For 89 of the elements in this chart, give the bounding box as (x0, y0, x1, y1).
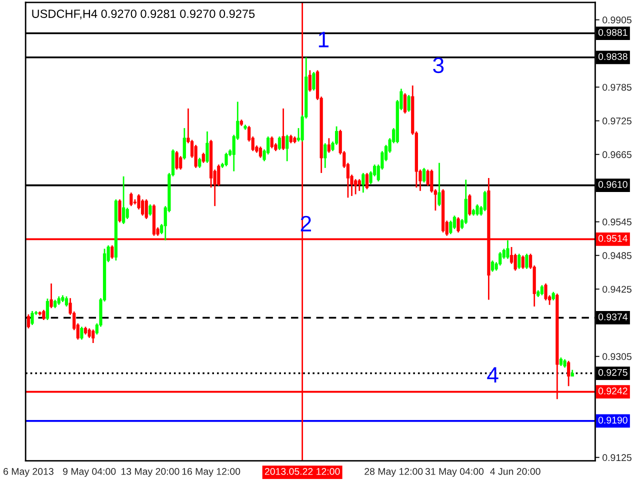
candlestick (179, 155, 182, 170)
candlestick (456, 216, 460, 234)
candlestick (476, 204, 479, 216)
candlestick (50, 282, 53, 309)
y-tick-label: 0.9545 (602, 218, 632, 226)
candlestick (194, 144, 198, 169)
candlestick (198, 157, 202, 169)
candlestick (430, 168, 434, 194)
candlestick (46, 298, 50, 321)
candlestick (80, 326, 84, 340)
candlestick (148, 204, 152, 216)
candlestick (126, 207, 129, 220)
candlestick (144, 198, 148, 220)
ref-line-label: 0.9242 (598, 388, 628, 394)
y-tick-label: 0.9485 (602, 252, 632, 260)
candlestick (354, 178, 358, 195)
ref-line-label: 0.9374 (598, 313, 628, 320)
candlestick (202, 152, 205, 164)
candlestick (518, 253, 521, 270)
candlestick (452, 214, 456, 230)
candlestick (506, 240, 510, 260)
candlestick (175, 150, 178, 170)
candlestick (468, 194, 472, 216)
ref-line-label: 0.9275 (598, 368, 628, 376)
candlestick (464, 179, 468, 225)
candlestick (525, 253, 528, 270)
candlestick (490, 260, 494, 272)
y-tick-label: 0.9425 (602, 286, 632, 293)
candlestick (407, 94, 410, 113)
candlestick (64, 296, 68, 308)
ref-line-label: 0.9610 (598, 181, 628, 188)
candlestick (567, 360, 570, 387)
candlestick (92, 328, 95, 344)
x-tick-label: 16 May 12:00 (182, 468, 240, 477)
ref-line-label: 0.9838 (598, 53, 628, 60)
candlestick (130, 192, 133, 207)
annotation: 3 (433, 57, 444, 74)
ref-line-label: 0.9514 (598, 234, 628, 242)
candlestick (118, 198, 122, 224)
y-tick-label: 0.9665 (602, 151, 632, 158)
candlestick (308, 70, 312, 92)
ref-line-label: 0.9190 (598, 416, 628, 424)
ref-line-label: 0.9881 (598, 28, 628, 36)
x-tick-label: 31 May 04:00 (425, 468, 484, 477)
x-tick-label: 4 Jun 20:00 (490, 468, 540, 475)
candlestick (540, 284, 544, 296)
candlestick (449, 220, 452, 235)
candlestick (483, 190, 486, 212)
candlestick (544, 282, 548, 302)
candlestick (312, 71, 316, 92)
candlestick (438, 162, 441, 207)
y-tick-label: 0.9725 (602, 118, 632, 124)
candlestick (224, 152, 228, 167)
y-tick-label: 0.9905 (602, 16, 632, 24)
candlestick (498, 251, 502, 266)
candlestick (26, 314, 30, 330)
candlestick (514, 253, 517, 272)
candlestick (42, 309, 46, 321)
text: USDCHF,H4 0.9270 0.9281 0.9270 0.9275 (32, 10, 255, 20)
candlestick (258, 146, 262, 159)
candlestick (422, 167, 426, 184)
candlestick (327, 137, 331, 154)
candlestick (206, 130, 209, 164)
candlestick (358, 178, 361, 192)
candlestick (182, 127, 186, 160)
candlestick (521, 254, 524, 270)
candlestick (278, 136, 282, 151)
candlestick (286, 134, 289, 162)
candlestick (403, 92, 407, 114)
candlestick (141, 198, 144, 216)
annotation: 1 (318, 32, 329, 48)
candlestick (362, 172, 365, 194)
candlestick (282, 108, 285, 151)
candlestick (122, 176, 126, 225)
candlestick (88, 328, 91, 339)
candlestick (324, 142, 327, 169)
x-tick-label: 28 May 12:00 (364, 468, 423, 477)
candlestick (270, 136, 274, 149)
x-tick-label: 6 May 2013 (4, 468, 54, 477)
y-tick-label: 0.9305 (602, 353, 632, 360)
y-tick-label: 0.9125 (602, 454, 632, 462)
y-tick-label: 0.9785 (602, 84, 632, 91)
x-tick-label: 13 May 20:00 (121, 468, 180, 477)
candlestick (30, 310, 34, 326)
annotation: 4 (487, 367, 498, 383)
candlestick (365, 172, 369, 190)
x-tick-label: 2013.05.22 12:00 (264, 468, 340, 475)
x-tick-label: 9 May 04:00 (63, 468, 116, 477)
candlestick (110, 244, 114, 260)
